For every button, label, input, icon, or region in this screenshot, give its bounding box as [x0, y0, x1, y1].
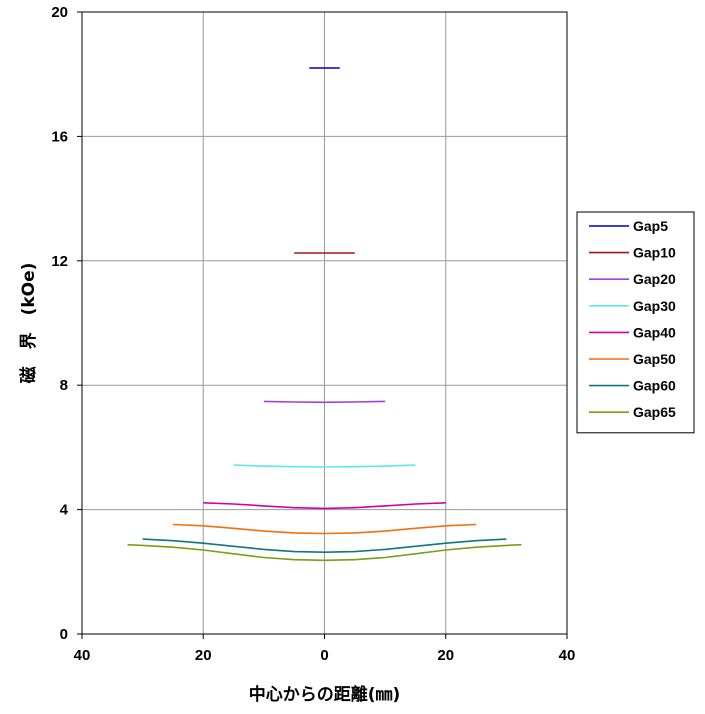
series-line-gap60 [142, 538, 507, 554]
x-tick-label: 20 [437, 647, 454, 664]
axis-ticks: 0 4 8 12 16 20 40 20 0 20 40 [51, 4, 575, 664]
x-tick-label: 0 [320, 647, 328, 664]
legend-box [576, 211, 695, 434]
legend-label-gap10: Gap10 [633, 245, 676, 261]
legend-label-gap5: Gap5 [633, 218, 668, 234]
series-line-gap30 [233, 464, 416, 468]
legend-label-gap50: Gap50 [633, 351, 676, 367]
y-axis-title: 磁 界 (kOe) [18, 263, 39, 384]
x-tick-label: 40 [74, 647, 91, 664]
series-lines [127, 67, 522, 562]
legend-label-gap20: Gap20 [633, 271, 676, 287]
y-tick-label: 16 [51, 128, 68, 145]
x-tick-label: 20 [195, 647, 212, 664]
y-tick-label: 20 [51, 4, 68, 21]
y-tick-label: 8 [60, 377, 68, 394]
x-axis-title: 中心からの距離(㎜) [249, 684, 401, 705]
y-tick-label: 4 [60, 502, 69, 519]
series-line-gap40 [203, 502, 446, 510]
legend-label-gap30: Gap30 [633, 298, 676, 314]
series-line-gap50 [172, 523, 477, 535]
series-line-gap20 [263, 400, 386, 404]
legend-label-gap40: Gap40 [633, 324, 676, 340]
grid-lines [82, 12, 567, 634]
legend-label-gap60: Gap60 [633, 378, 676, 394]
x-tick-label: 40 [559, 647, 576, 664]
legend-label-gap65: Gap65 [633, 404, 676, 420]
series-line-gap65 [127, 543, 522, 562]
legend: Gap5 Gap10 Gap20 Gap30 Gap40 Gap50 Gap60 Gap65 [576, 211, 695, 434]
y-tick-label: 0 [60, 626, 68, 643]
y-tick-label: 12 [51, 253, 68, 270]
